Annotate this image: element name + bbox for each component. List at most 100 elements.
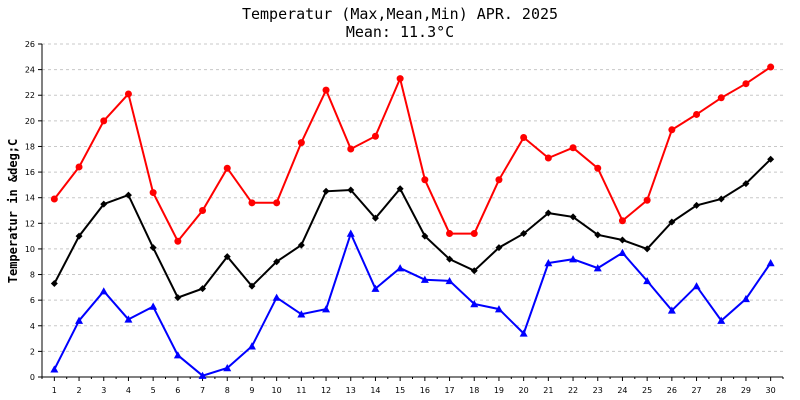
series-1-point-5 bbox=[149, 244, 157, 252]
series-0-point-23 bbox=[594, 164, 602, 172]
y-tick-label-16: 16 bbox=[25, 168, 35, 177]
x-tick-label-4: 4 bbox=[126, 386, 131, 395]
series-0-point-10 bbox=[273, 199, 281, 207]
series-0-point-3 bbox=[100, 117, 108, 125]
series-0-point-25 bbox=[643, 196, 651, 204]
series-2-point-30 bbox=[766, 259, 775, 267]
series-2-line bbox=[53, 230, 772, 377]
series-1-point-24 bbox=[618, 236, 626, 244]
series-0-point-18 bbox=[470, 230, 478, 238]
x-tick-label-22: 22 bbox=[568, 386, 578, 395]
series-2-point-14 bbox=[371, 284, 380, 292]
series-1-point-25 bbox=[643, 245, 651, 253]
y-tick-label-4: 4 bbox=[30, 322, 35, 331]
series-0-point-2 bbox=[75, 163, 83, 171]
y-tick-label-22: 22 bbox=[25, 91, 35, 100]
series-1-point-12 bbox=[322, 187, 330, 195]
x-tick-labels: 1 2 3 4 5 6 7 8 9 10 11 12 13 14 15 16 17 18 19 20 21 22 23 24 2… bbox=[52, 386, 776, 395]
series-0-point-22 bbox=[569, 144, 577, 152]
y-tick-label-8: 8 bbox=[30, 271, 35, 280]
series-0-point-17 bbox=[446, 230, 454, 238]
series-0-point-28 bbox=[717, 94, 725, 102]
x-tick-label-20: 20 bbox=[519, 386, 529, 395]
y-tick-label-0: 0 bbox=[30, 373, 35, 382]
series-1-point-18 bbox=[470, 267, 478, 275]
series-1-point-27 bbox=[693, 201, 701, 209]
x-tick-label-1: 1 bbox=[52, 386, 57, 395]
series-0-point-16 bbox=[421, 176, 429, 184]
chart-title: Temperatur (Max,Mean,Min) APR. 2025 bbox=[241, 5, 559, 23]
series-2-point-15 bbox=[396, 264, 405, 272]
y-tick-label-10: 10 bbox=[25, 245, 35, 254]
series-2-point-25 bbox=[643, 276, 652, 285]
series-2-point-21 bbox=[544, 259, 553, 267]
x-tick-label-9: 9 bbox=[249, 386, 254, 395]
y-tick-label-6: 6 bbox=[30, 296, 35, 305]
series-1-point-19 bbox=[495, 244, 503, 252]
chart-subtitle: Mean: 11.3°C bbox=[345, 23, 455, 41]
series-1-point-28 bbox=[717, 195, 725, 203]
x-tick-label-2: 2 bbox=[77, 386, 82, 395]
x-tick-label-25: 25 bbox=[642, 386, 652, 395]
series-2-point-3 bbox=[99, 287, 108, 295]
series-2-point-2 bbox=[75, 316, 84, 324]
x-tick-label-7: 7 bbox=[200, 386, 205, 395]
series-2-point-24 bbox=[618, 248, 627, 256]
series-1-point-6 bbox=[174, 294, 182, 302]
series-1-point-30 bbox=[767, 155, 775, 163]
x-tick-label-24: 24 bbox=[617, 386, 627, 395]
y-tick-label-2: 2 bbox=[30, 347, 35, 356]
series-0-point-12 bbox=[322, 86, 330, 94]
series-0-point-19 bbox=[495, 176, 503, 184]
y-tick-label-14: 14 bbox=[25, 194, 35, 203]
x-tick-label-30: 30 bbox=[766, 386, 776, 395]
series-2-point-5 bbox=[149, 302, 158, 310]
series-1-point-15 bbox=[396, 185, 404, 193]
x-tick-label-14: 14 bbox=[370, 386, 380, 395]
series-1-point-23 bbox=[594, 231, 602, 239]
series-1-point-7 bbox=[199, 285, 207, 293]
series-0-point-15 bbox=[396, 75, 404, 83]
series-2-point-28 bbox=[717, 316, 726, 324]
series-2-point-20 bbox=[519, 329, 528, 337]
series-0-point-1 bbox=[50, 195, 58, 203]
y-tick-label-26: 26 bbox=[25, 40, 35, 49]
x-tick-label-19: 19 bbox=[494, 386, 504, 395]
x-tick-label-3: 3 bbox=[101, 386, 106, 395]
series-1-point-14 bbox=[371, 214, 379, 222]
series-0-point-8 bbox=[223, 164, 231, 172]
series-2-point-23 bbox=[593, 264, 602, 272]
x-tick-label-27: 27 bbox=[691, 386, 701, 395]
series-2-point-6 bbox=[173, 351, 182, 359]
x-tick-label-5: 5 bbox=[151, 386, 156, 395]
series-2-point-19 bbox=[494, 305, 503, 313]
series-1-point-9 bbox=[248, 282, 256, 290]
series-0-point-9 bbox=[248, 199, 256, 207]
series-1-point-21 bbox=[544, 209, 552, 217]
series-0-point-5 bbox=[149, 189, 157, 197]
x-tick-label-26: 26 bbox=[667, 386, 677, 395]
series-1-point-10 bbox=[273, 258, 281, 266]
y-axis-label: Temperatur in &deg;C bbox=[6, 139, 20, 284]
y-tick-label-12: 12 bbox=[25, 219, 35, 228]
x-tick-label-8: 8 bbox=[225, 386, 230, 395]
series-2-point-11 bbox=[297, 310, 306, 318]
series-0-point-14 bbox=[371, 132, 379, 140]
series-0-point-29 bbox=[742, 80, 750, 88]
series-1-point-1 bbox=[50, 280, 58, 288]
series-0-point-6 bbox=[174, 237, 182, 245]
series-2-point-12 bbox=[322, 305, 331, 313]
series-2-point-9 bbox=[247, 342, 256, 350]
series-0-point-4 bbox=[124, 90, 132, 98]
series-2-point-13 bbox=[346, 229, 355, 237]
x-tick-label-17: 17 bbox=[444, 386, 454, 395]
series-1-point-13 bbox=[347, 186, 355, 194]
series-2-point-1 bbox=[50, 365, 59, 373]
series-group bbox=[50, 63, 775, 379]
series-1-point-3 bbox=[100, 200, 108, 208]
x-tick-label-28: 28 bbox=[716, 386, 726, 395]
series-0-point-21 bbox=[544, 154, 552, 162]
y-tick-label-18: 18 bbox=[25, 142, 35, 151]
series-2-point-16 bbox=[420, 275, 429, 283]
